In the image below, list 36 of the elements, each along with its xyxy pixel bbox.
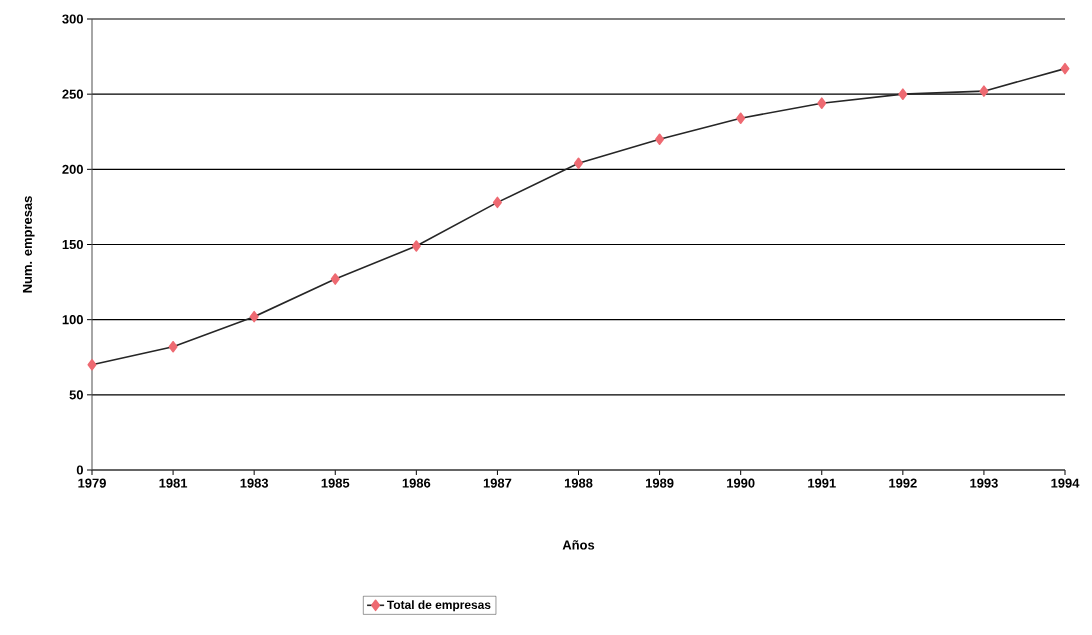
legend-label: Total de empresas: [387, 600, 491, 612]
point: [573, 157, 584, 170]
point: [1060, 62, 1070, 75]
y-tick-label: 100: [62, 315, 83, 325]
y-tick-label: 0: [76, 465, 83, 475]
y-tick-label: 200: [62, 164, 83, 174]
x-tick-label: 1994: [1051, 478, 1080, 488]
x-tick-label: 1987: [483, 478, 512, 488]
point: [168, 340, 178, 353]
point: [655, 133, 665, 146]
x-tick-label: 1990: [727, 478, 755, 488]
x-axis-title: Años: [562, 540, 595, 550]
point: [736, 112, 746, 124]
y-axis-title: Num. empresas: [22, 196, 35, 293]
x-tick-label: 1979: [78, 478, 106, 488]
point: [492, 196, 502, 209]
point: [87, 358, 97, 371]
point: [979, 85, 989, 97]
x-tick-label: 1985: [321, 478, 350, 488]
y-tick-label: 300: [62, 14, 83, 24]
x-tick-label: 1989: [646, 478, 674, 488]
y-tick-label: 250: [62, 89, 83, 99]
y-tick-label: 150: [62, 239, 83, 250]
x-tick-label: 1988: [564, 478, 593, 488]
point: [330, 273, 340, 285]
x-tick-label: 1992: [889, 478, 917, 488]
x-tick-label: 1991: [808, 478, 836, 488]
point: [249, 310, 259, 323]
x-tick-label: 1993: [970, 478, 998, 488]
point: [817, 97, 827, 109]
point: [411, 240, 421, 252]
x-tick-label: 1981: [159, 478, 188, 488]
y-tick-label: 50: [69, 390, 83, 400]
point: [898, 88, 908, 100]
x-tick-label: 1983: [240, 478, 269, 488]
x-tick-label: 1986: [402, 478, 431, 488]
